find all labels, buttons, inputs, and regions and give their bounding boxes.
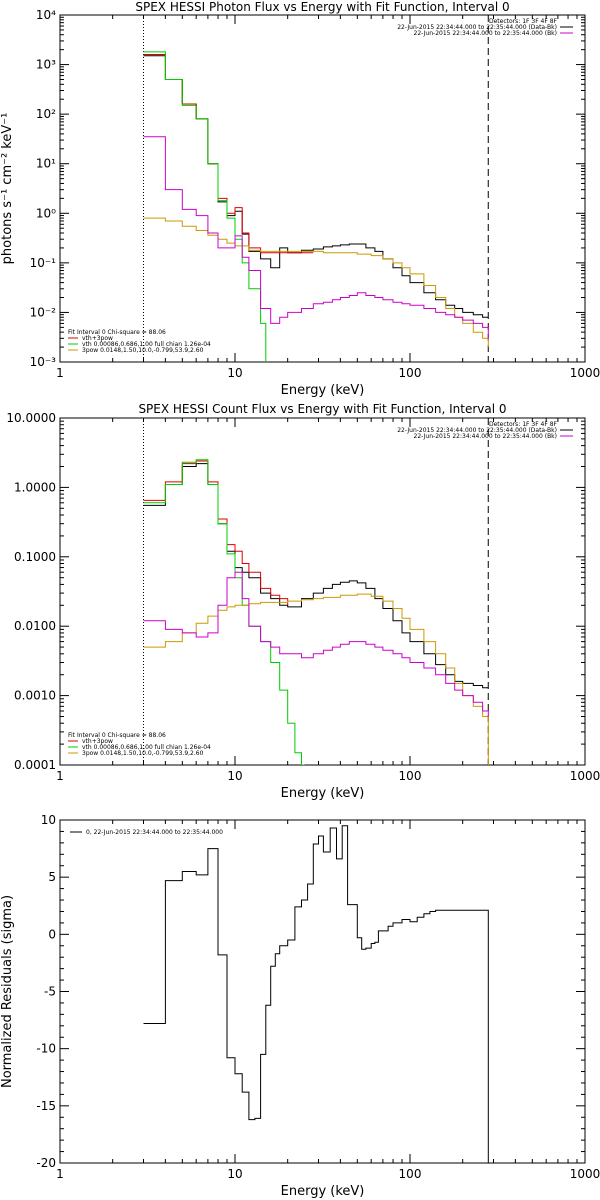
chart-panel-3: 1 10 100 1000 -20 -15 -10 -5 0 5 10 Energy (keV) Nor…	[0, 813, 600, 1199]
y-tick-label: 1.0000	[14, 480, 56, 494]
data-series-4	[143, 593, 489, 765]
fit-text-line: vth 0.00086,0.686,1.00 full chian 1.26e-…	[82, 341, 211, 348]
data-series-5	[143, 571, 489, 717]
fit-text-line: vth+3pow	[82, 335, 113, 342]
y-tick-label: -10	[36, 1042, 56, 1056]
x-axis-label: Energy (keV)	[281, 786, 365, 801]
data-series-4	[143, 217, 489, 348]
y-tick-label: 10⁻³	[30, 355, 57, 369]
y-tick-label: -5	[44, 985, 56, 999]
y-tick-label: 10²	[36, 107, 56, 121]
fit-text-line: 3pow 0.0148,1.50,10.0,-0.799,53.9,2.60	[82, 750, 204, 757]
x-tick-label: 1000	[570, 366, 600, 380]
y-axis-label: photons s⁻¹ cm⁻² keV⁻¹	[0, 113, 15, 265]
fit-text-line: vth+3pow	[82, 738, 113, 745]
y-tick-label: 5	[48, 870, 56, 884]
x-tick-label: 1	[56, 769, 64, 783]
chart-title: SPEX HESSI Count Flux vs Energy with Fit…	[138, 402, 506, 416]
y-axis-label: Normalized Residuals (sigma)	[0, 895, 15, 1088]
x-tick-label: 100	[399, 769, 422, 783]
series-group	[143, 51, 489, 362]
x-tick-label: 100	[399, 1167, 422, 1181]
chart-title: SPEX HESSI Photon Flux vs Energy with Fi…	[135, 0, 509, 14]
chart-panel-1: SPEX HESSI Photon Flux vs Energy with Fi…	[0, 0, 600, 398]
x-tick-label: 1000	[570, 769, 600, 783]
y-tick-label: 0.0010	[14, 689, 56, 703]
fit-text-line: 3pow 0.0148,1.50,10.0,-0.799,53.9,2.60	[82, 347, 204, 354]
y-tick-label: 10⁴	[36, 8, 56, 22]
y-tick-label: 0.0100	[14, 619, 56, 633]
header-text-line: Detectors: 1F 3F 4F 8F	[489, 18, 558, 25]
y-tick-label: 10⁰	[36, 206, 56, 220]
plot-frame	[59, 819, 586, 1164]
fit-text-line: vth 0.00086,0.686,1.00 full chian 1.26e-…	[82, 744, 211, 751]
x-tick-label: 1	[56, 366, 64, 380]
data-series-3	[143, 459, 305, 765]
legend-label: 0, 22-Jun-2015 22:34:44.000 to 22:35:44.…	[86, 829, 223, 836]
chart-panel-2: SPEX HESSI Count Flux vs Energy with Fit…	[6, 402, 600, 801]
x-tick-label: 10	[227, 366, 242, 380]
x-axis-label: Energy (keV)	[281, 1184, 365, 1199]
y-tick-label: 10¹	[36, 157, 56, 171]
y-tick-label: 0.0001	[14, 758, 56, 772]
y-tick-label: 0.1000	[14, 550, 56, 564]
header-text-line: 22-Jun-2015 22:34:44.000 to 22:35:44.000…	[397, 427, 557, 434]
header-text-line: Detectors: 1F 3F 4F 8F	[489, 421, 558, 428]
plot-frame	[59, 14, 586, 363]
series-group	[143, 825, 489, 1163]
x-tick-label: 100	[399, 366, 422, 380]
x-tick-label: 1	[56, 1167, 64, 1181]
y-tick-label: 10.0000	[6, 411, 56, 425]
y-tick-label: 10⁻²	[30, 305, 57, 319]
data-series-3	[143, 51, 267, 362]
y-tick-label: 10⁻¹	[30, 256, 57, 270]
header-text-line: 22-Jun-2015 22:34:44.000 to 22:35:44.000…	[414, 30, 557, 37]
data-series-2	[143, 54, 314, 254]
x-tick-label: 10	[227, 1167, 242, 1181]
data-series-1	[143, 825, 489, 1163]
header-text-line: 22-Jun-2015 22:34:44.000 to 22:35:44.000…	[414, 433, 557, 440]
fit-text-line: Fit Interval 0 Chi-square = 88.06	[68, 732, 166, 739]
fit-text-line: Fit Interval 0 Chi-square = 88.06	[68, 329, 166, 336]
y-tick-label: -20	[36, 1156, 56, 1170]
data-series-1	[143, 55, 489, 318]
x-tick-label: 10	[227, 769, 242, 783]
plot-frame	[59, 417, 586, 766]
y-tick-label: -15	[36, 1099, 56, 1113]
data-series-5	[143, 136, 489, 339]
y-tick-label: 10	[41, 813, 56, 827]
y-tick-label: 10³	[36, 58, 56, 72]
data-series-2	[143, 460, 289, 606]
series-group	[143, 459, 489, 765]
x-tick-label: 1000	[570, 1167, 600, 1181]
header-text-line: 22-Jun-2015 22:34:44.000 to 22:35:44.000…	[397, 24, 557, 31]
y-tick-label: 0	[48, 927, 56, 941]
x-axis-label: Energy (keV)	[281, 383, 365, 398]
